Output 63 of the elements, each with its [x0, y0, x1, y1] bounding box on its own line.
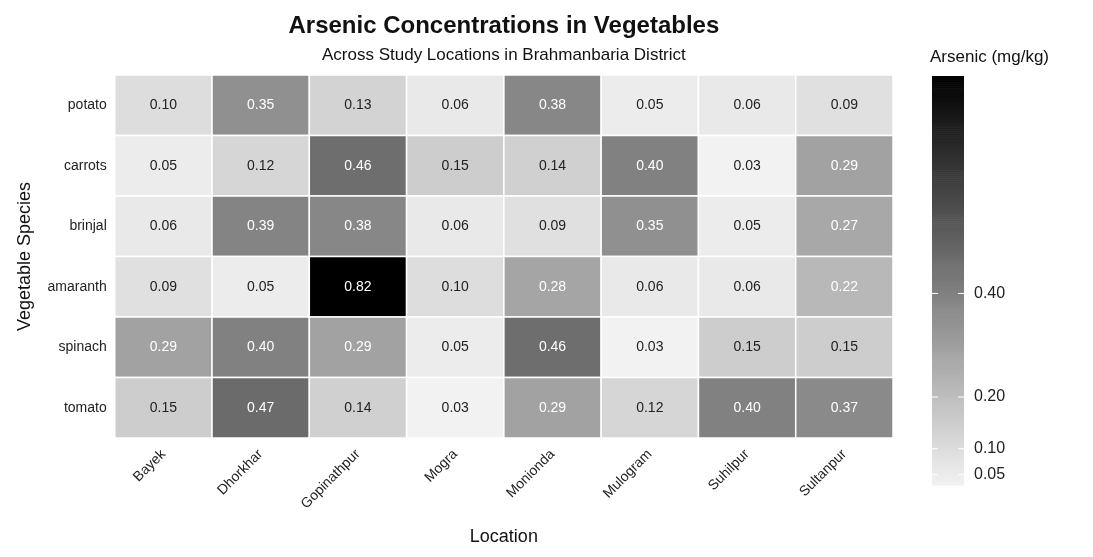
y-tick-label: carrots [63, 156, 107, 173]
data-label: 0.10 [441, 277, 470, 294]
data-label: 0.06 [636, 277, 664, 294]
data-label: 0.09 [538, 217, 567, 234]
data-label: 0.15 [149, 398, 178, 415]
data-label: 0.03 [733, 156, 761, 173]
y-tick-label: brinjal [69, 217, 107, 234]
color-bar-title: Arsenic (mg/kg) [930, 47, 1050, 66]
data-label: 0.14 [344, 398, 372, 415]
color-bar-label: 0.40 [974, 283, 1006, 301]
data-label: 0.12 [636, 398, 664, 415]
data-label: 0.03 [441, 398, 470, 415]
data-label: 0.15 [733, 338, 761, 355]
data-label: 0.29 [830, 156, 859, 173]
data-label: 0.29 [149, 338, 178, 355]
data-label: 0.22 [830, 277, 859, 294]
color-bar-label: 0.20 [974, 387, 1006, 405]
data-label: 0.05 [247, 277, 275, 294]
data-label: 0.15 [441, 156, 470, 173]
data-label: 0.27 [830, 217, 859, 234]
y-tick-label: potato [67, 96, 107, 113]
y-tick-label: tomato [63, 398, 107, 415]
data-label: 0.06 [149, 217, 178, 234]
data-label: 0.37 [830, 398, 859, 415]
y-tick-label: amaranth [47, 277, 107, 294]
data-label: 0.05 [733, 217, 761, 234]
y-tick-label: spinach [58, 338, 107, 355]
data-label: 0.06 [441, 217, 470, 234]
data-label: 0.06 [733, 277, 761, 294]
data-label: 0.10 [149, 96, 178, 113]
data-label: 0.05 [441, 338, 470, 355]
color-bar-label: 0.10 [974, 439, 1006, 457]
data-label: 0.46 [344, 156, 372, 173]
data-label: 0.39 [247, 217, 275, 234]
data-label: 0.09 [830, 96, 859, 113]
data-label: 0.05 [636, 96, 664, 113]
data-label: 0.40 [636, 156, 664, 173]
color-bar-label: 0.05 [974, 465, 1006, 483]
data-label: 0.15 [830, 338, 859, 355]
data-label: 0.06 [733, 96, 761, 113]
data-label: 0.29 [538, 398, 567, 415]
data-label: 0.09 [149, 277, 178, 294]
x-axis-title: Location [469, 526, 538, 547]
data-label: 0.35 [636, 217, 664, 234]
data-label: 0.14 [538, 156, 567, 173]
data-label: 0.82 [344, 277, 372, 294]
data-label: 0.38 [344, 217, 372, 234]
data-label: 0.40 [733, 398, 761, 415]
data-label: 0.28 [538, 277, 567, 294]
y-axis-title: Vegetable Species [13, 181, 34, 332]
data-label: 0.06 [441, 96, 470, 113]
data-label: 0.03 [636, 338, 664, 355]
data-label: 0.38 [538, 96, 567, 113]
chart-subtitle: Across Study Locations in Brahmanbaria District [321, 45, 687, 64]
data-label: 0.05 [149, 156, 178, 173]
data-label: 0.29 [344, 338, 372, 355]
chart-title: Arsenic Concentrations in Vegetables [288, 11, 720, 38]
data-label: 0.12 [247, 156, 275, 173]
data-label: 0.46 [538, 338, 567, 355]
data-label: 0.40 [247, 338, 275, 355]
data-label: 0.13 [344, 96, 372, 113]
data-label: 0.35 [247, 96, 275, 113]
data-label: 0.47 [247, 398, 275, 415]
